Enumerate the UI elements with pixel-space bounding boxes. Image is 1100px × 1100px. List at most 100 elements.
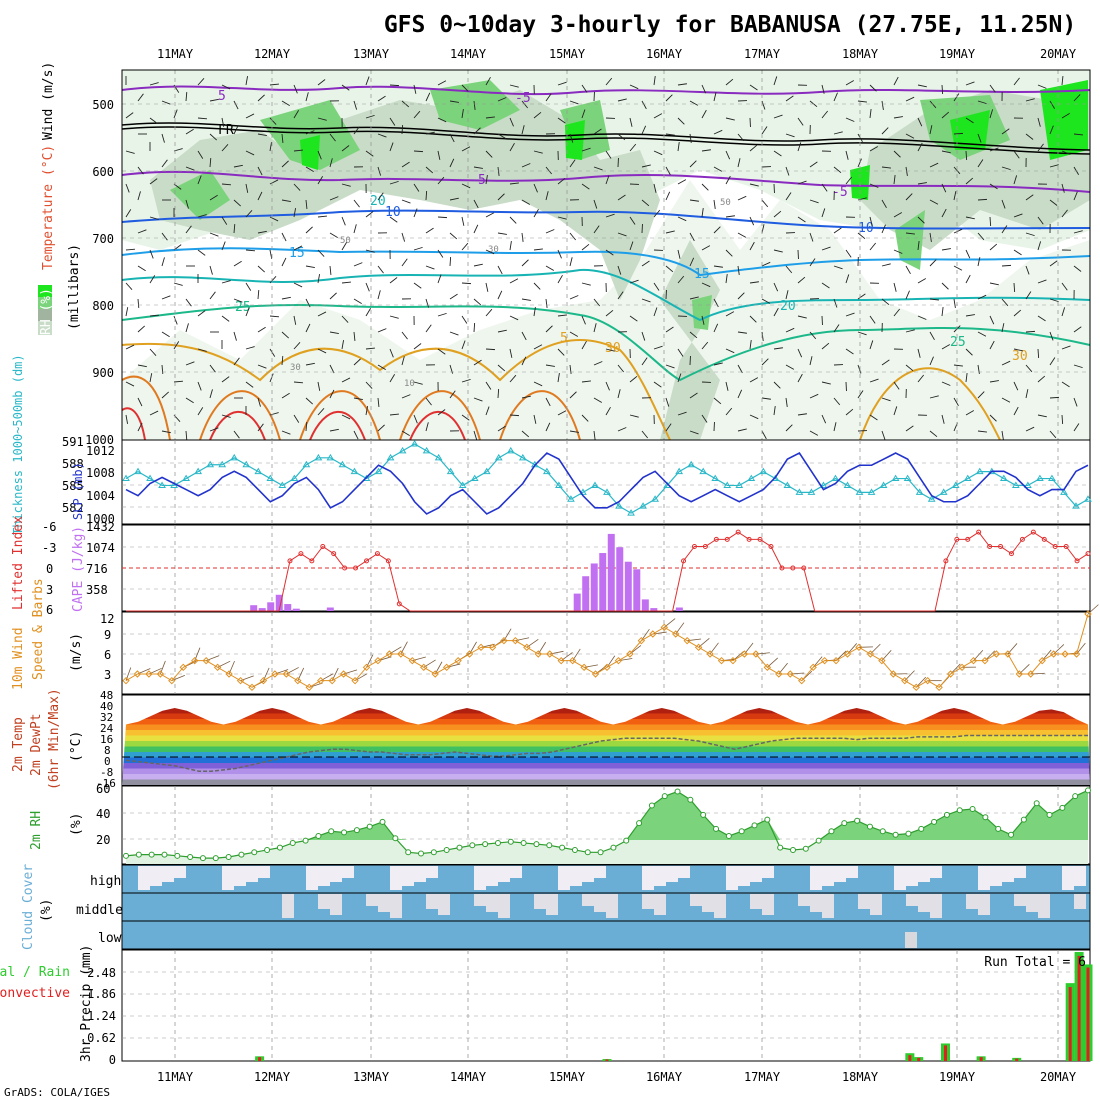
cloud-level-high: high <box>90 874 121 889</box>
contour-label: 30 <box>605 341 621 356</box>
lifted-point <box>1052 544 1058 549</box>
upper-wind-barb <box>761 430 767 440</box>
upper-wind-barb <box>497 290 503 300</box>
upper-wind-barb <box>1049 100 1056 109</box>
wind-point <box>248 683 256 692</box>
temp-color-band <box>122 763 1090 769</box>
precip-panel: Run Total = 6 2.48 1.86 1.24 0.62 0 Tota… <box>0 945 1093 1067</box>
upper-wind-barb <box>665 364 675 369</box>
upper-wind-barb <box>533 344 543 350</box>
precip-grid <box>122 950 1090 1061</box>
upper-wind-barb <box>449 293 458 300</box>
upper-wind-barb <box>965 81 975 86</box>
upper-wind-barb <box>905 166 908 176</box>
upper-wind-barb <box>125 414 129 424</box>
upper-wind-barb <box>521 356 527 366</box>
upper-wind-barb <box>365 211 374 218</box>
thickness-point <box>831 474 840 482</box>
rh-point <box>828 828 835 835</box>
upper-wind-barb <box>725 311 735 317</box>
upper-wind-barbs <box>125 76 1083 441</box>
wind-point <box>351 676 359 685</box>
upper-wind-barb <box>953 298 956 308</box>
wind-point <box>328 676 336 685</box>
rh-shade-green <box>170 170 230 220</box>
upper-wind-barb <box>1025 232 1035 237</box>
upper-wind-barb <box>785 95 794 102</box>
cloud-gap-middle <box>822 894 834 918</box>
precip-conv-bar <box>1068 987 1072 1061</box>
upper-wind-barb <box>581 282 591 286</box>
upper-wind-barb <box>869 183 879 188</box>
upper-wind-barb <box>341 281 351 284</box>
upper-wind-barb <box>749 377 759 383</box>
upper-wind-barb <box>293 110 300 119</box>
upper-wind-barb <box>641 260 650 267</box>
upper-wind-barb <box>137 265 146 272</box>
thickness-point <box>651 495 659 502</box>
upper-wind-barb <box>1001 298 1009 307</box>
cloud-gap-high <box>810 866 822 890</box>
upper-wind-barb <box>329 389 335 399</box>
wind-point <box>981 656 989 665</box>
upper-wind-barb <box>665 423 672 432</box>
upper-wind-barb <box>737 389 743 399</box>
thickness-point <box>398 446 407 454</box>
upper-wind-barb <box>305 226 313 234</box>
cloud-gap-middle <box>366 894 378 906</box>
upper-wind-barb <box>881 430 886 440</box>
upper-wind-barb <box>1001 225 1008 234</box>
upper-wind-barb <box>377 328 387 333</box>
upper-wind-barb <box>917 241 920 251</box>
upper-wind-barb <box>953 93 960 102</box>
temp-tick: 0 <box>104 755 111 768</box>
contour-20 <box>121 268 1091 322</box>
lifted-tick: 3 <box>46 583 53 597</box>
upper-wind-barb <box>917 84 927 88</box>
upper-wind-barb <box>593 199 598 209</box>
wind-point <box>1015 670 1023 678</box>
upper-wind-barb <box>197 381 202 391</box>
upper-wind-barb <box>149 410 159 416</box>
upper-wind-barb <box>581 147 591 152</box>
upper-wind-barb <box>629 375 638 383</box>
upper-wind-barb <box>521 125 525 135</box>
thickness-point <box>494 453 503 461</box>
upper-wind-barb <box>137 298 140 309</box>
upper-wind-barb <box>269 142 273 152</box>
upper-wind-barb <box>857 197 867 201</box>
upper-wind-barb <box>989 282 999 286</box>
contour-label: -5 <box>515 91 531 106</box>
cloud-gap-high <box>822 866 834 886</box>
upper-wind-barb <box>965 314 975 317</box>
wind-point <box>923 676 932 685</box>
upper-wind-barb <box>977 294 987 300</box>
cloud-gap-high <box>306 866 318 890</box>
wind-point <box>683 636 691 645</box>
upper-wind-barb <box>449 197 459 201</box>
rh-point <box>225 853 232 860</box>
upper-wind-barb <box>629 315 638 322</box>
upper-wind-barb <box>497 265 503 275</box>
rh-point <box>738 828 745 835</box>
upper-wind-barb <box>569 364 572 374</box>
rh-point <box>995 825 1002 832</box>
upper-wind-barb <box>821 110 829 119</box>
upper-wind-barb <box>977 257 981 267</box>
upper-wind-barb <box>605 175 610 185</box>
thickness-point <box>386 453 395 461</box>
upper-wind-barb <box>293 183 301 191</box>
thickness-point <box>711 474 720 482</box>
upper-wind-barb <box>773 347 783 350</box>
temp-color-band <box>122 724 1090 730</box>
upper-wind-barb <box>329 158 333 168</box>
cloud-gap-high <box>1062 866 1074 890</box>
upper-wind-barb <box>149 117 158 124</box>
upper-label-wind: Wind (m/s) <box>41 62 56 140</box>
pressure-tick: 900 <box>92 366 114 380</box>
upper-wind-barb <box>677 83 687 86</box>
upper-wind-barb <box>785 265 793 274</box>
rh-point <box>443 846 450 853</box>
thickness-point <box>939 488 948 495</box>
upper-wind-barb <box>173 341 180 350</box>
